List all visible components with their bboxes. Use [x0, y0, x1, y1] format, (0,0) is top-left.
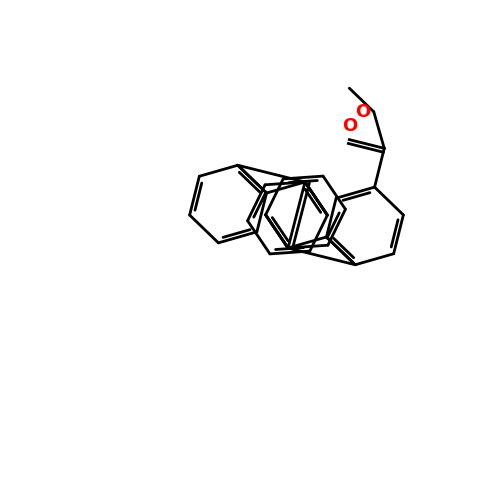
- Text: O: O: [356, 103, 371, 121]
- Text: O: O: [342, 116, 357, 134]
